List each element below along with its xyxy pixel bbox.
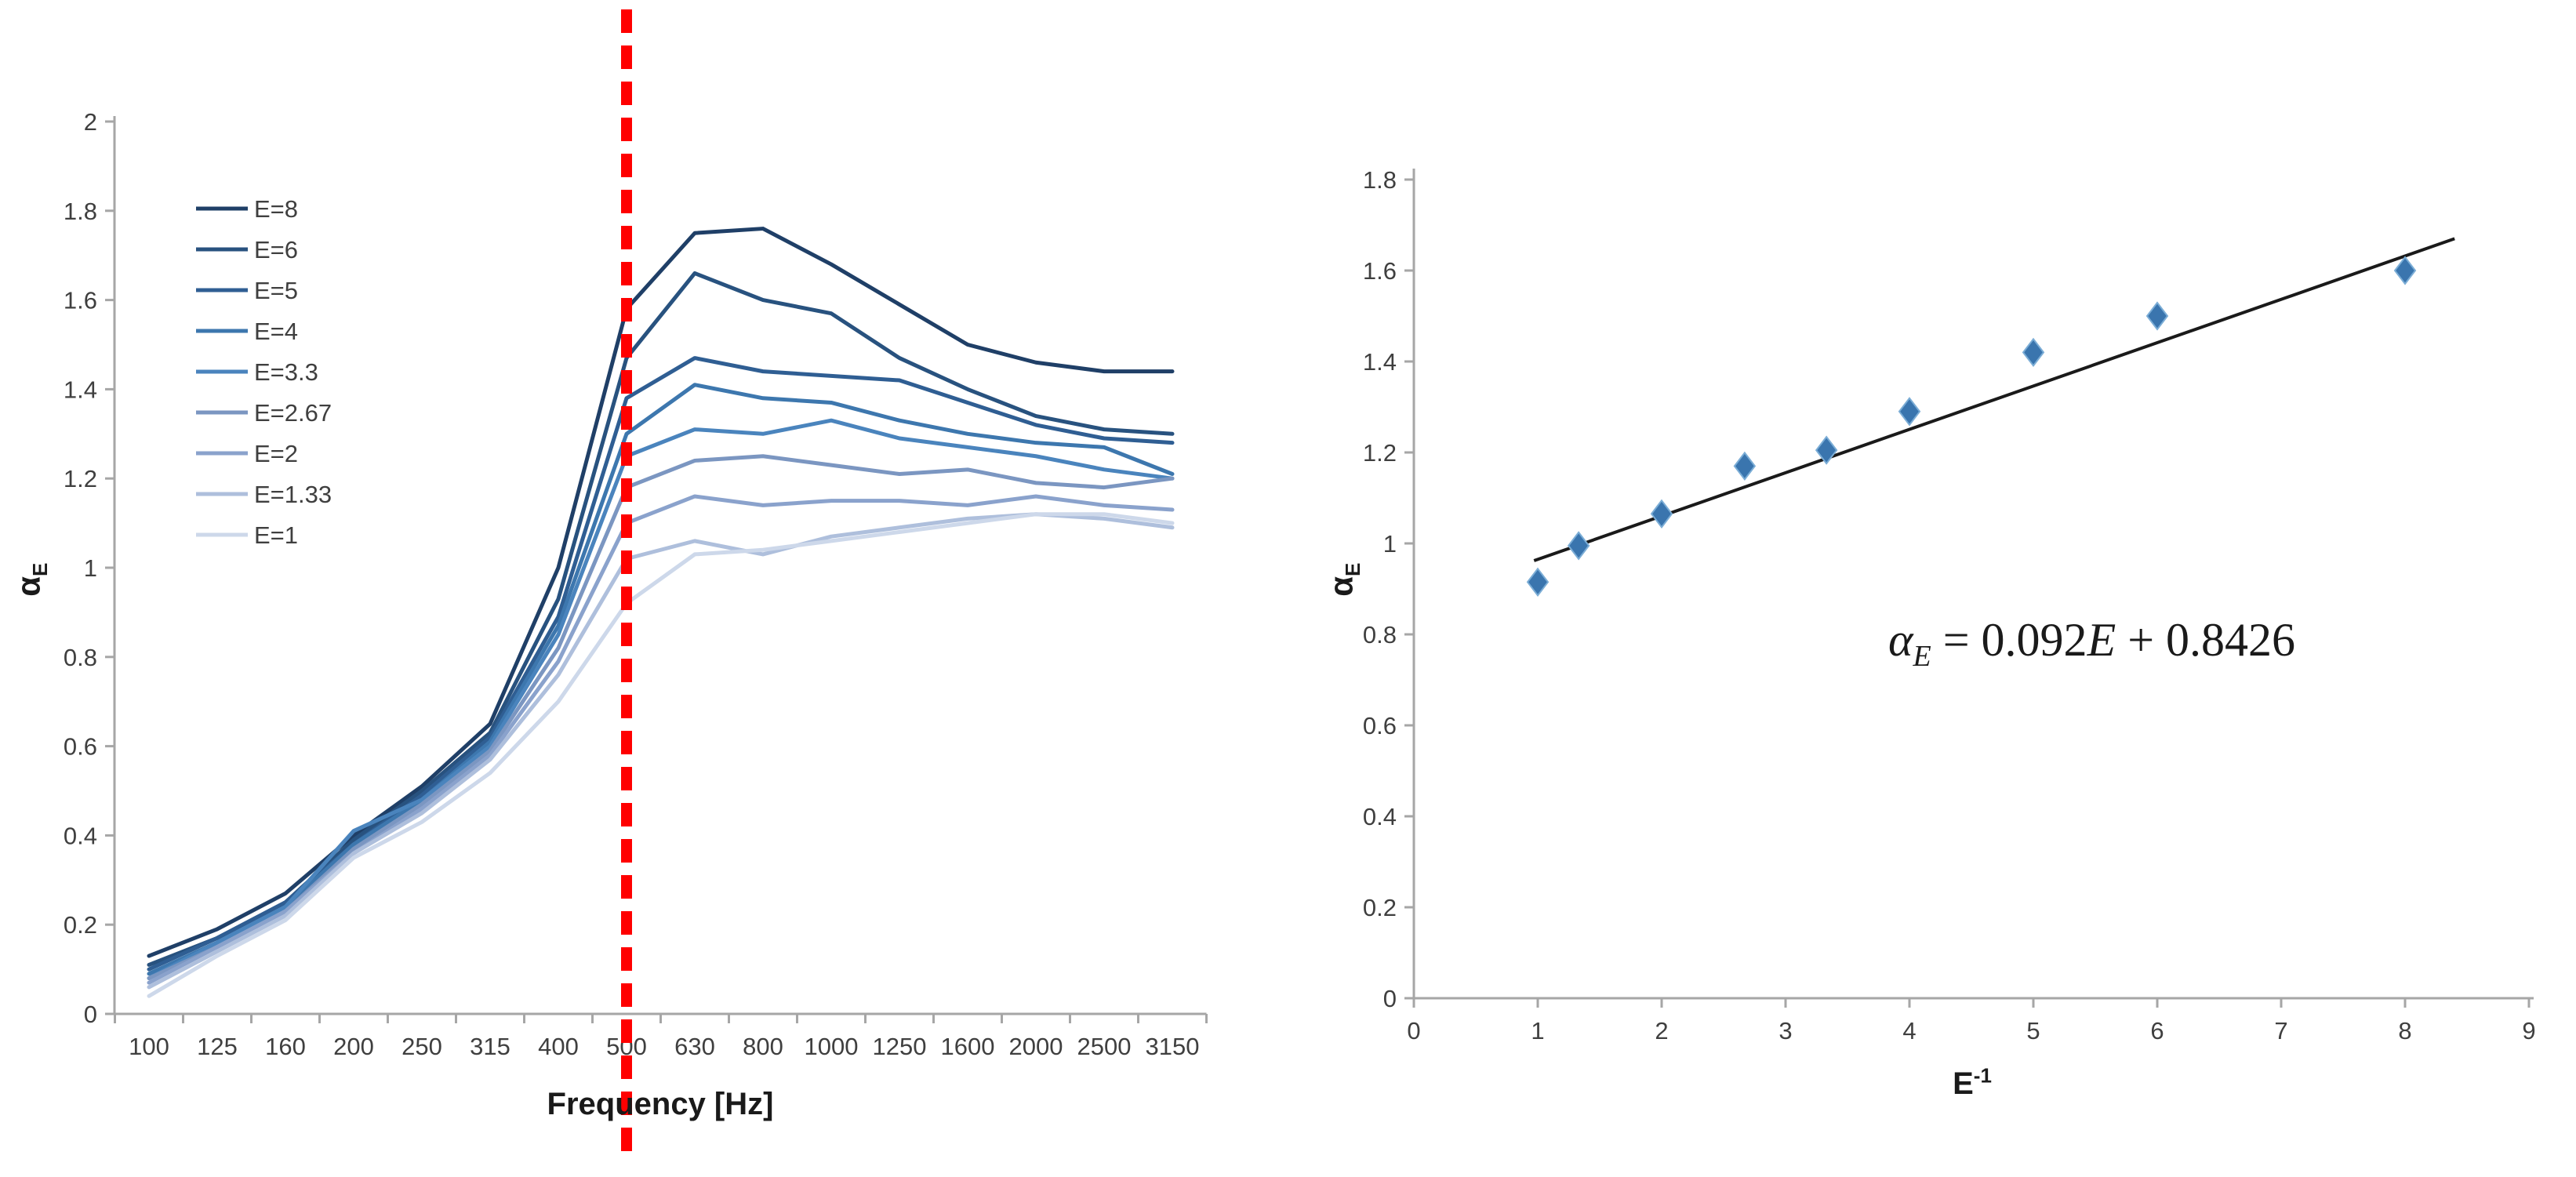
y-tick-label: 0.8 [1363, 621, 1397, 648]
e-exponent: -1 [1973, 1063, 1992, 1088]
x-tick-label: 6 [2150, 1017, 2164, 1044]
y-tick-label: 1 [84, 554, 97, 582]
legend-label-E=2.67: E=2.67 [254, 399, 332, 427]
right-y-axis-title: αE [1322, 563, 1364, 597]
y-tick-label: 2 [84, 108, 97, 136]
data-point [1898, 397, 1921, 427]
legend-label-E=1: E=1 [254, 521, 298, 549]
equation-alpha-sub: E [1913, 640, 1931, 673]
x-tick-label: 400 [538, 1033, 579, 1060]
legend-label-E=1.33: E=1.33 [254, 481, 332, 508]
y-tick-label: 1.4 [1363, 348, 1397, 376]
x-tick-label: 800 [743, 1033, 783, 1060]
x-tick-label: 4 [1902, 1017, 1916, 1044]
alpha-symbol: α [1322, 576, 1360, 597]
data-point [1526, 567, 1550, 597]
equation-mid: = 0.092 [1931, 614, 2087, 666]
x-tick-label: 2000 [1009, 1033, 1063, 1060]
data-point [1567, 531, 1590, 561]
y-tick-label: 1 [1383, 530, 1397, 558]
x-tick-label: 630 [674, 1033, 715, 1060]
x-tick-label: 2 [1655, 1017, 1668, 1044]
e-symbol: E [1953, 1066, 1974, 1101]
y-tick-label: 1.2 [1363, 439, 1397, 467]
y-tick-label: 1.4 [64, 376, 97, 403]
trendline-equation: αE = 0.092E + 0.8426 [1888, 613, 2295, 674]
scatter-points [1526, 256, 2417, 597]
data-point [2393, 256, 2417, 285]
x-tick-label: 1 [1531, 1017, 1544, 1044]
scatter-chart: 0 0.2 0.4 0.6 0.8 1 1.2 1.4 1.6 1.8 0 1 2 3 4 5 6 7 8 9 [1363, 166, 2536, 1044]
data-point [2145, 301, 2169, 331]
series-line-E=1 [147, 512, 1175, 998]
x-tick-label: 160 [265, 1033, 306, 1060]
left-y-axis-title: αE [9, 563, 52, 597]
x-tick-label: 100 [129, 1033, 169, 1060]
y-tick-label: 0.2 [1363, 894, 1397, 921]
y-tick-label: 0.6 [1363, 712, 1397, 739]
x-tick-label: 125 [197, 1033, 238, 1060]
y-tick-label: 0.6 [64, 733, 97, 761]
y-tick-label: 0 [84, 1001, 97, 1028]
y-tick-label: 0.4 [64, 822, 97, 849]
x-tick-label: 315 [470, 1033, 510, 1060]
alpha-symbol: α [9, 576, 47, 597]
y-tick-label: 1.6 [64, 287, 97, 314]
y-tick-label: 1.2 [64, 465, 97, 492]
data-point [2022, 337, 2045, 368]
data-point [1733, 451, 1757, 481]
y-tick-label: 0.2 [64, 911, 97, 939]
series-line-E=1.33 [147, 512, 1175, 990]
legend: E=8 E=6 E=5 E=4 E=3.3 E=2.67 E=2 E=1.33 E=1 [196, 195, 332, 549]
x-tick-label: 8 [2398, 1017, 2411, 1044]
series-line-E=2 [147, 494, 1175, 985]
right-x-axis-title: E-1 [1855, 1066, 2090, 1102]
x-tick-label: 1000 [805, 1033, 859, 1060]
trendline [1533, 237, 2455, 562]
x-tick-label: 250 [401, 1033, 442, 1060]
series-line-E=8 [147, 227, 1175, 958]
series-line-E=3.3 [147, 418, 1175, 980]
data-point [1815, 435, 1838, 465]
y-tick-label: 1.8 [64, 198, 97, 225]
x-tick-label: 0 [1407, 1017, 1420, 1044]
legend-label-E=8: E=8 [254, 195, 298, 223]
alpha-subscript: E [27, 562, 52, 576]
equation-alpha: α [1888, 614, 1913, 666]
x-tick-label: 3150 [1146, 1033, 1200, 1060]
x-tick-label: 1250 [873, 1033, 927, 1060]
x-tick-label: 1600 [941, 1033, 995, 1060]
legend-label-E=2: E=2 [254, 440, 298, 467]
series-line-E=4 [147, 383, 1175, 976]
equation-var: E [2087, 614, 2116, 666]
legend-label-E=4: E=4 [254, 318, 298, 345]
left-x-axis-title: Frequency [Hz] [547, 1087, 774, 1121]
x-tick-label: 3 [1778, 1017, 1792, 1044]
y-tick-label: 1.8 [1363, 166, 1397, 194]
y-tick-label: 0 [1383, 985, 1397, 1012]
y-tick-label: 0.4 [1363, 803, 1397, 830]
x-tick-label: 200 [333, 1033, 374, 1060]
data-point [1650, 499, 1673, 529]
x-tick-label: 7 [2274, 1017, 2287, 1044]
left-frequency-chart: 0 0.2 0.4 0.6 0.8 1 1.2 1.4 1.6 1.8 2 100 125 160 200 2… [64, 9, 1208, 1164]
alpha-subscript: E [1340, 562, 1364, 576]
x-tick-label: 2500 [1077, 1033, 1132, 1060]
y-tick-label: 1.6 [1363, 257, 1397, 285]
legend-label-E=5: E=5 [254, 277, 298, 304]
y-tick-label: 0.8 [64, 644, 97, 671]
legend-label-E=6: E=6 [254, 236, 298, 263]
x-tick-label: 5 [2026, 1017, 2040, 1044]
equation-tail: + 0.8426 [2116, 614, 2296, 666]
legend-label-E=3.3: E=3.3 [254, 358, 318, 386]
x-tick-label: 9 [2522, 1017, 2535, 1044]
